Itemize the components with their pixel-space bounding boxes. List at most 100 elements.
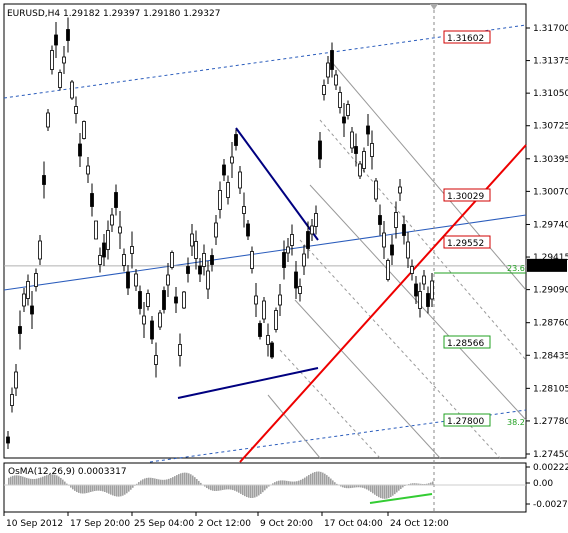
osma-bar: [388, 485, 390, 498]
candle-body: [214, 222, 218, 238]
osma-bar: [52, 474, 54, 485]
osma-bar: [24, 477, 26, 485]
osma-bar: [260, 485, 262, 494]
level-marker-label: 1.31602: [447, 34, 484, 44]
pitchfork-line[interactable]: [267, 394, 321, 459]
osma-bar: [356, 485, 358, 488]
candle-body: [414, 283, 418, 297]
price-tick-label: 1.31700: [533, 24, 568, 34]
candle-body: [370, 143, 374, 157]
candle-body: [210, 255, 214, 265]
osma-bar: [150, 477, 152, 485]
osma-bar: [158, 479, 160, 485]
osma-bar: [430, 482, 432, 485]
candle-body: [50, 50, 54, 70]
osma-bar: [226, 485, 228, 490]
price-tick-label: 1.29415: [533, 253, 568, 263]
osma-bar: [184, 472, 186, 485]
osma-bar: [236, 485, 238, 492]
level-marker-label: 1.27800: [447, 417, 484, 427]
candle-body: [18, 326, 22, 334]
candle-body: [230, 156, 234, 164]
time-tick-label: 9 Oct 20:00: [260, 519, 313, 529]
pitchfork-line[interactable]: [319, 119, 527, 361]
osma-bar: [132, 485, 134, 488]
channel-middle-line[interactable]: [3, 214, 527, 291]
candle-body: [22, 293, 26, 307]
osma-title: OsMA(12,26,9) 0.0003317: [8, 467, 127, 477]
osma-bar: [30, 478, 32, 485]
time-axis: 10 Sep 2012 17 Sep 20:00 25 Sep 04:00 2 Oct…: [3, 512, 449, 529]
osma-bar: [418, 483, 420, 485]
osma-bar: [40, 477, 42, 485]
pitchfork-line[interactable]: [309, 184, 527, 421]
osma-bar: [272, 483, 274, 485]
candle-body: [114, 192, 118, 208]
osma-bar: [346, 485, 348, 489]
candle-body: [338, 92, 342, 108]
candle-body: [42, 175, 46, 185]
candle-body: [262, 300, 266, 320]
candle-body: [374, 180, 378, 200]
candle-body: [350, 131, 354, 149]
candle-body: [70, 81, 74, 99]
triangle-upper-line[interactable]: [235, 127, 319, 241]
price-tick-label: 1.31375: [533, 57, 568, 67]
osma-bar: [220, 485, 222, 491]
osma-bar: [240, 485, 242, 494]
osma-bar: [136, 483, 138, 485]
fib-label-23-6: 23.6: [507, 264, 525, 273]
osma-bar: [376, 485, 378, 497]
osma-bar: [360, 485, 362, 488]
level-marker-label: 1.28566: [447, 339, 484, 349]
symbol-header: EURUSD,H4 1.29182 1.29397 1.29180 1.2932…: [7, 9, 220, 19]
candle-body: [430, 280, 434, 300]
pitchfork-line[interactable]: [294, 299, 441, 459]
candle-body: [138, 291, 142, 309]
channel-upper-line[interactable]: [3, 24, 527, 99]
osma-bar: [82, 485, 84, 494]
candle-body: [302, 253, 306, 267]
pitchfork-line[interactable]: [329, 59, 527, 291]
osma-bar: [18, 475, 20, 485]
osma-bar: [426, 483, 428, 485]
triangle-lower-line[interactable]: [177, 367, 319, 399]
osma-bar: [38, 478, 40, 485]
candle-body: [126, 271, 130, 289]
candle-body: [206, 270, 210, 290]
price-tick-label: 1.30725: [533, 122, 568, 132]
osma-divergence-line[interactable]: [369, 493, 433, 504]
osma-bar: [258, 485, 260, 496]
osma-bar: [416, 483, 418, 485]
osma-bar: [374, 485, 376, 495]
osma-bar: [312, 472, 314, 485]
osma-bar: [186, 472, 188, 485]
osma-bar: [212, 485, 214, 491]
candle-body: [286, 246, 290, 254]
level-marker: 1.28566: [443, 335, 491, 349]
osma-bar: [128, 485, 130, 492]
osma-bar: [330, 478, 332, 485]
candle-body: [174, 296, 178, 304]
osma-bar: [56, 475, 58, 485]
osma-bar: [130, 485, 132, 490]
candle-body: [194, 241, 198, 259]
osma-bar: [324, 473, 326, 485]
osma-bar: [112, 485, 114, 496]
osma-bar: [380, 485, 382, 499]
osma-bar: [62, 479, 64, 485]
time-tick-label: 25 Sep 04:00: [134, 519, 194, 529]
osma-bar: [208, 485, 210, 490]
osma-bar: [156, 478, 158, 485]
osma-bar: [116, 485, 118, 497]
osma-bar: [228, 485, 230, 490]
candle-body: [282, 252, 286, 268]
candle-body: [270, 342, 274, 358]
osma-bar: [26, 477, 28, 485]
osma-bar: [294, 481, 296, 485]
candle-body: [26, 281, 30, 299]
pitchfork-line[interactable]: [279, 349, 381, 459]
candle-body: [322, 85, 326, 95]
